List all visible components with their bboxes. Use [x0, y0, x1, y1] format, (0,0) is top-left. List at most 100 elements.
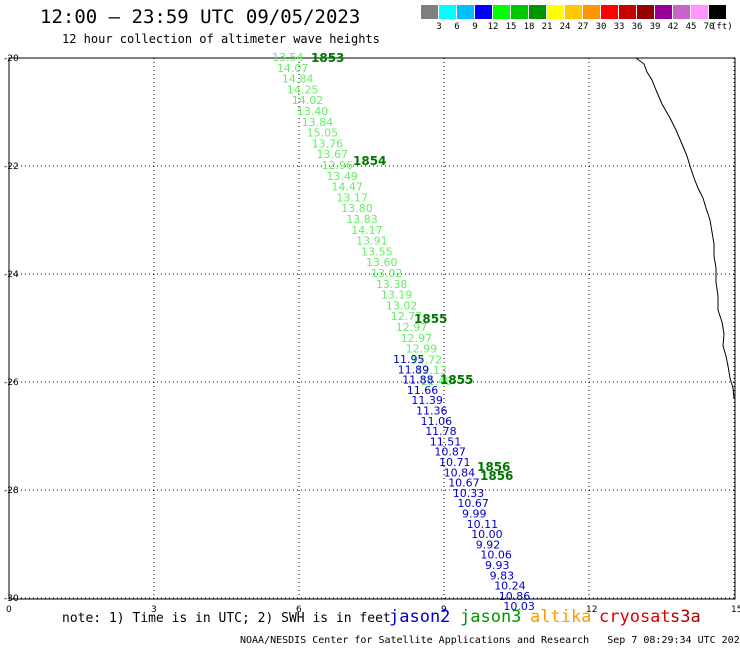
wave-height-value: 13.84: [302, 116, 334, 129]
wave-height-value: 10.24: [494, 580, 526, 593]
footer-timestamp: Sep 7 08:29:34 UTC 2023: [607, 635, 740, 646]
wave-height-value: 14.17: [351, 224, 383, 237]
wave-height-value: 13.38: [376, 278, 408, 291]
sat-s3a-label: s3a: [670, 607, 701, 627]
jason3-track: 13.5414.0714.8414.2514.0213.4013.8415.05…: [272, 51, 452, 388]
wave-height-value: 13.76: [312, 137, 344, 150]
legend-label: 36: [631, 22, 643, 32]
wave-height-value: 10.67: [448, 477, 480, 490]
legend-swatch: [637, 5, 654, 19]
legend-swatch: [655, 5, 672, 19]
legend-label: 24: [559, 22, 571, 32]
legend-label: 33: [613, 22, 625, 32]
wave-height-value: 13.83: [346, 213, 378, 226]
wave-height-value: 11.88: [402, 374, 434, 387]
legend-label: 45: [685, 22, 697, 32]
wave-height-value: 14.25: [287, 83, 319, 96]
wave-height-value: 10.03: [503, 600, 535, 613]
jason2-track: 11.9511.8911.8811.6611.3911.3611.0611.78…: [393, 353, 535, 613]
wave-height-value: 12.13: [416, 364, 448, 377]
wave-height-value: 9.83: [490, 569, 514, 582]
legend-swatch: [421, 5, 438, 19]
legend-swatch: [565, 5, 582, 19]
legend-label: 27: [577, 22, 589, 32]
wave-height-value: 14.84: [282, 73, 314, 86]
wave-height-value: 13.17: [336, 191, 368, 204]
wave-height-value: 10.86: [499, 590, 531, 603]
wave-height-value: 9.93: [485, 559, 510, 572]
pass-time-label: 1856: [480, 469, 513, 483]
footer-credit: NOAA/NESDIS Center for Satellite Applica…: [240, 635, 740, 646]
wave-height-value: 13.67: [317, 148, 349, 161]
wave-height-value: 11.06: [421, 415, 453, 428]
wave-height-value: 12.97: [401, 332, 433, 345]
legend-swatch: [457, 5, 474, 19]
map-frame: [8, 57, 736, 600]
wave-height-value: 10.67: [457, 497, 489, 510]
map-grid: [8, 57, 735, 599]
lat-label: -24: [4, 270, 19, 280]
legend-swatch: [691, 5, 708, 19]
legend-swatch: [601, 5, 618, 19]
wave-height-value: 11.36: [416, 405, 448, 418]
wave-height-value: 12.77: [391, 310, 423, 323]
credit-text: NOAA/NESDIS Center for Satellite Applica…: [240, 635, 590, 646]
lat-label: -22: [4, 162, 19, 172]
wave-height-value: 13.80: [341, 202, 373, 215]
legend-label: 12: [487, 22, 499, 32]
wave-height-value: 13.19: [381, 289, 413, 302]
wave-height-value: 12.99: [406, 343, 438, 356]
wave-height-value: 10.11: [467, 518, 499, 531]
legend-label: 3: [436, 22, 442, 32]
legend-swatch: [439, 5, 456, 19]
wave-height-value: 13.91: [356, 235, 388, 248]
legend-swatch: [583, 5, 600, 19]
wave-height-value: 13.02: [371, 267, 403, 280]
legend-swatch: [619, 5, 636, 19]
legend-label: 21: [541, 22, 553, 32]
wave-height-value: 13.49: [326, 170, 358, 183]
axis-labels: -20 -22 -24 -26 -28 -300 3 6 9 12 15: [4, 54, 740, 615]
lon-label: 6: [296, 605, 302, 615]
legend-swatch: [493, 5, 510, 19]
legend-label: 18: [523, 22, 535, 32]
wave-height-value: 10.87: [434, 446, 466, 459]
lat-label: -20: [4, 54, 19, 64]
legend-label: 42: [667, 22, 679, 32]
legend-swatch: [709, 5, 726, 19]
pass-time-label: 1856: [477, 460, 510, 474]
page-title: 12:00 – 23:59 UTC 09/05/2023: [40, 6, 361, 28]
wave-height-value: 13.54: [272, 51, 304, 64]
legend-label: 39: [649, 22, 661, 32]
lon-label: 0: [6, 605, 12, 615]
wave-height-value: 12.97: [396, 321, 428, 334]
sat-cryosat-label: cryosat: [599, 607, 671, 627]
wave-height-value: 13.55: [361, 245, 393, 258]
lon-label: 9: [441, 605, 447, 615]
pass-time-label: 1855: [414, 312, 447, 326]
legend-swatch: [547, 5, 564, 19]
pass-time-label: 1855: [440, 373, 473, 387]
sat-jason2-label: jason2: [389, 607, 451, 627]
lon-label: 3: [151, 605, 157, 615]
wave-height-value: 10.84: [444, 466, 476, 479]
legend-label: 9: [472, 22, 478, 32]
legend-swatch: [673, 5, 690, 19]
wave-height-value: 15.05: [307, 127, 339, 140]
pass-time-label: 1853: [311, 51, 344, 65]
wave-height-value: 9.99: [462, 508, 487, 521]
legend-unit: (ft): [711, 22, 733, 32]
footer-note: note: 1) Time is in UTC; 2) SWH is in fe…: [62, 611, 391, 626]
wave-height-value: 14.02: [292, 94, 324, 107]
lat-label: -30: [4, 594, 19, 604]
wave-height-value: 11.89: [398, 363, 430, 376]
wave-height-value: 11.48: [421, 375, 453, 388]
legend-label: 6: [454, 22, 460, 32]
sat-altika-label: altika: [530, 607, 592, 627]
wave-height-value: 11.51: [430, 435, 462, 448]
legend-swatch: [475, 5, 492, 19]
wave-height-value: 9.92: [476, 538, 501, 551]
wave-height-value: 10.71: [439, 456, 471, 469]
legend-label: 15: [505, 22, 517, 32]
